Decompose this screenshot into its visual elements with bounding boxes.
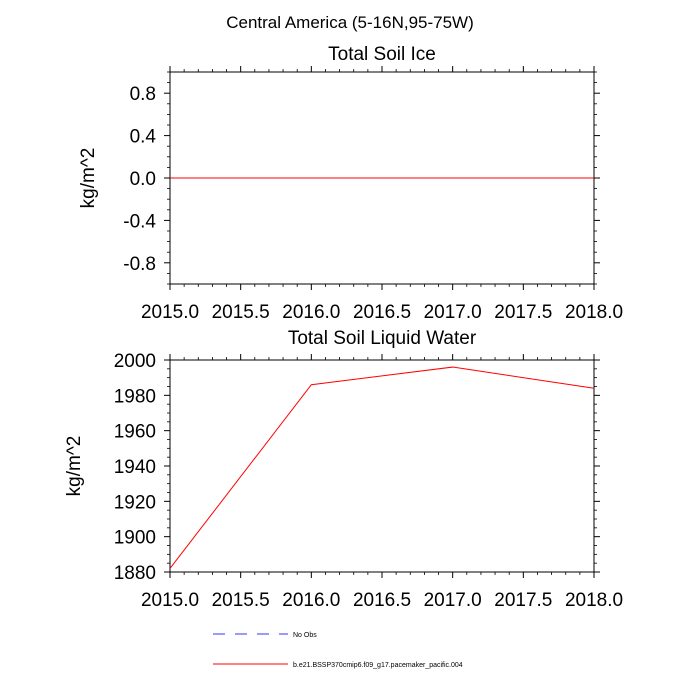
- chart-panel-total-soil-ice: 2015.0 2015.5 2016.0 2016.5 2017.0 2017.5 2018…: [123, 66, 623, 323]
- x-tick-label: 2017.0: [424, 590, 482, 611]
- x-tick-label: 2015.0: [141, 590, 199, 611]
- y-tick-label: 0.8: [130, 84, 156, 105]
- legend-entry-no-obs: No Obs: [213, 632, 317, 639]
- x-tick-label: 2017.0: [424, 302, 482, 323]
- x-tick-label: 2016.0: [282, 590, 340, 611]
- x-tick-label: 2016.5: [353, 590, 411, 611]
- y-tick-label: 1900: [114, 528, 156, 549]
- x-tick-label: 2016.0: [282, 302, 340, 323]
- panel-2-title: Total Soil Liquid Water: [288, 328, 477, 349]
- y-tick-label: 1980: [114, 386, 156, 407]
- y-tick-label: 0.4: [130, 127, 157, 148]
- x-tick-label: 2015.5: [212, 590, 270, 611]
- panel-1-title: Total Soil Ice: [328, 44, 436, 65]
- series-line-b-e21-BSSP370cmip6-f09-g17-pacemaker-pacific-004: [169, 366, 595, 569]
- y-tick-label: 1940: [114, 457, 156, 478]
- y-tick-label: 1920: [114, 492, 156, 513]
- x-tick-label: 2017.5: [494, 302, 552, 323]
- y-tick-label: 1960: [114, 422, 156, 443]
- legend: No Obs b.e21.BSSP370cmip6.f09_g17.pacema…: [213, 632, 463, 669]
- y-tick-label: -0.4: [123, 211, 156, 232]
- x-tick-label: 2015.0: [141, 302, 199, 323]
- y-tick-label: -0.8: [123, 254, 156, 275]
- y-tick-label: 0.0: [130, 169, 156, 190]
- legend-label-no-obs: No Obs: [293, 632, 317, 639]
- chart-panel-total-soil-liquid-water: 2015.0 2015.5 2016.0 2016.5 2017.0 2017.5 2018…: [114, 351, 623, 611]
- legend-label-model: b.e21.BSSP370cmip6.f09_g17.pacemaker_pac…: [293, 662, 463, 669]
- legend-entry-model: b.e21.BSSP370cmip6.f09_g17.pacemaker_pac…: [213, 662, 463, 669]
- x-tick-label: 2017.5: [494, 590, 552, 611]
- y-tick-label: 1880: [114, 563, 156, 584]
- x-tick-label: 2018.0: [565, 590, 623, 611]
- panel-1-ylabel: kg/m^2: [78, 148, 99, 209]
- x-tick-label: 2016.5: [353, 302, 411, 323]
- figure-suptitle: Central America (5-16N,95-75W): [226, 13, 474, 32]
- y-tick-label: 2000: [114, 351, 156, 372]
- x-tick-label: 2018.0: [565, 302, 623, 323]
- x-tick-label: 2015.5: [212, 302, 270, 323]
- panel-2-ylabel: kg/m^2: [64, 436, 85, 497]
- plot-frame: [169, 359, 595, 573]
